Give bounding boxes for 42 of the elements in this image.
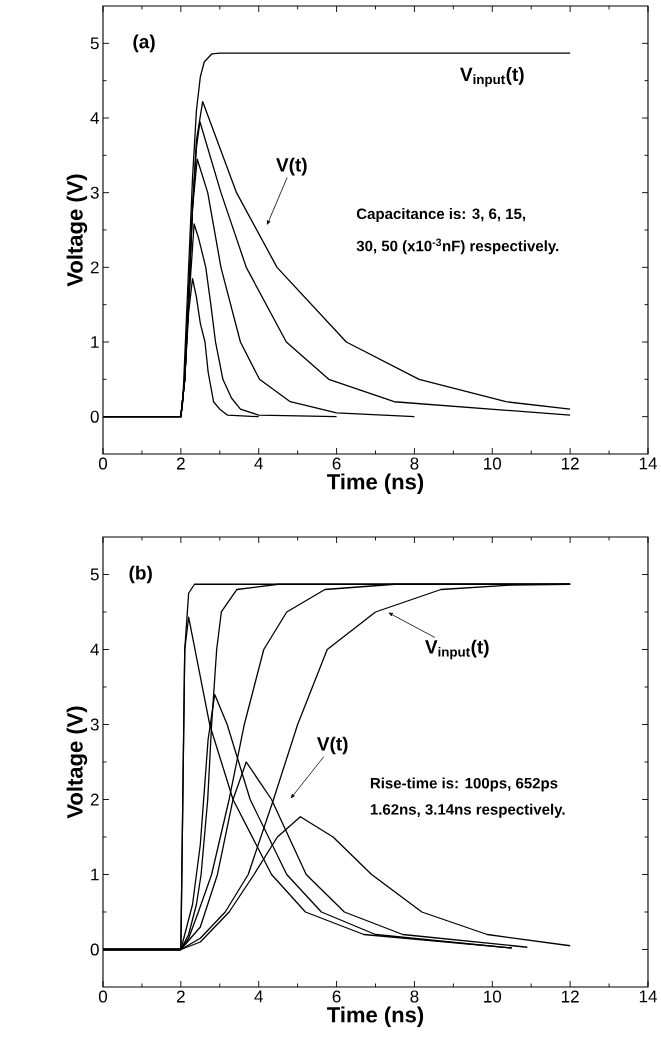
x-tick-label: 0 (99, 990, 108, 1003)
annotation: 1.62ns, 3.14ns respectively. (370, 803, 565, 818)
y-tick-label: 4 (90, 643, 100, 656)
x-tick-label: 4 (254, 457, 264, 470)
y-tick-label: 1 (91, 868, 99, 881)
x-tick-label: 12 (562, 990, 579, 1003)
y-tick-label: 5 (90, 568, 99, 581)
y-tick-label: 2 (90, 793, 99, 806)
x-axis-title: Time (ns) (327, 1006, 424, 1027)
y-tick-label: 0 (90, 943, 99, 956)
x-tick-label: 6 (332, 990, 341, 1003)
y-tick-label: 3 (90, 718, 99, 731)
annotation: 30, 50 (x10$^{-3}$nF) respectively. (356, 238, 559, 255)
x-tick-label: 10 (484, 990, 502, 1003)
y-tick-label: 5 (90, 37, 99, 50)
y-tick-label: 3 (90, 186, 99, 199)
annotation: V(t) (276, 157, 307, 176)
y-tick-label: 1 (91, 336, 99, 348)
annotation: Capacitance is: 3, 6, 15, (357, 208, 526, 223)
annotation: (a) (133, 34, 155, 53)
x-tick-label: 6 (332, 457, 341, 470)
x-tick-label: 2 (177, 457, 185, 470)
x-tick-label: 0 (99, 457, 108, 470)
y-axis-title: Voltage (V) (66, 174, 88, 287)
x-tick-label: 8 (410, 457, 419, 470)
x-tick-label: 14 (639, 457, 658, 470)
annotation: Rise-time is: 100ps, 652ps (371, 777, 558, 792)
y-axis-title: Voltage (V) (66, 706, 88, 819)
x-tick-label: 2 (177, 990, 185, 1003)
annotation: V$_{input}$(t) (460, 67, 524, 87)
y-tick-label: 0 (90, 410, 99, 423)
annotation: (b) (129, 565, 152, 584)
y-tick-label: 4 (90, 112, 100, 124)
x-tick-label: 14 (639, 990, 658, 1003)
x-tick-label: 8 (410, 990, 419, 1003)
y-tick-label: 2 (90, 261, 99, 274)
x-tick-label: 4 (254, 990, 264, 1003)
x-tick-label: 12 (562, 457, 579, 470)
x-tick-label: 10 (484, 457, 502, 470)
annotation: V(t) (317, 736, 348, 755)
annotation: V$_{input}$(t) (425, 639, 489, 660)
x-axis-title: Time (ns) (327, 473, 424, 494)
